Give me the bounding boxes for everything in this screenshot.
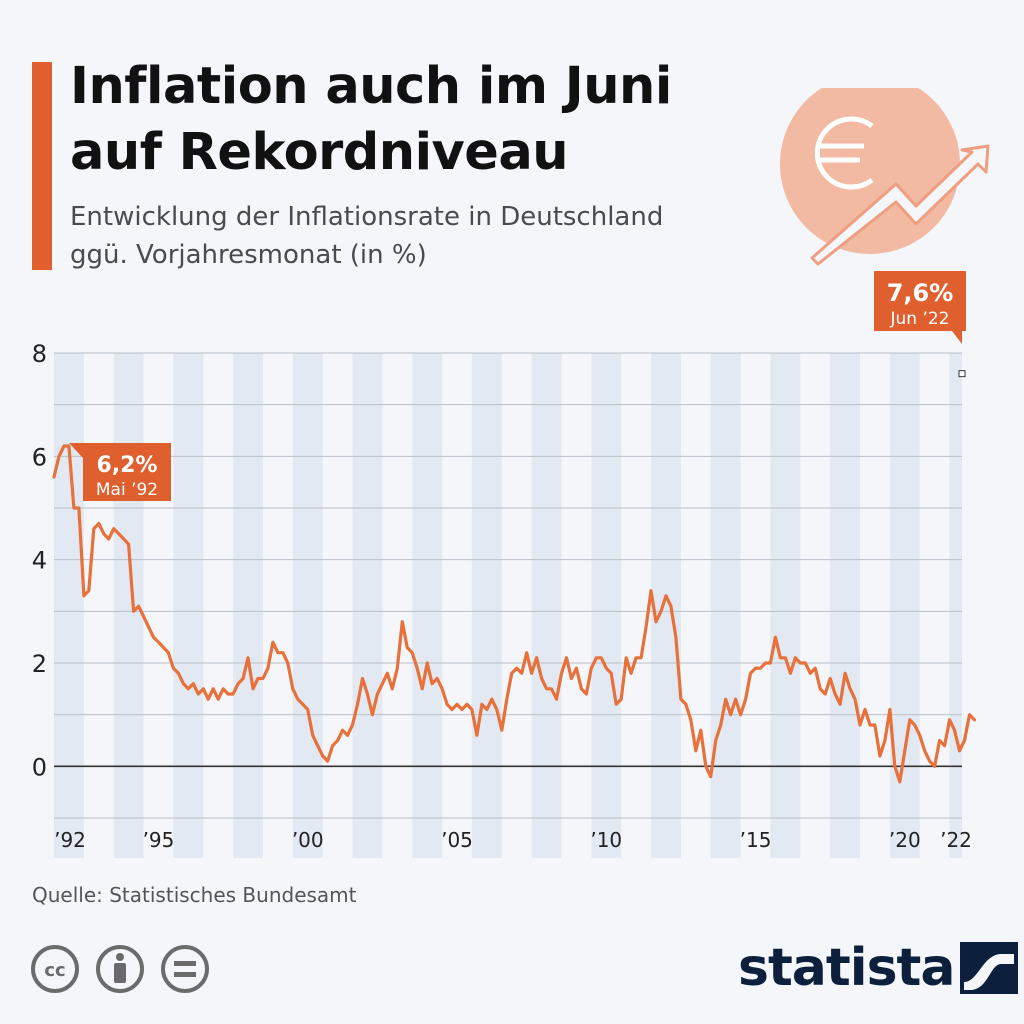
year-band: [352, 353, 383, 858]
year-band: [830, 353, 861, 858]
title-line-2: auf Rekordniveau: [70, 123, 569, 182]
callout-label: Jun ’22: [889, 309, 949, 329]
series-line: [52, 444, 976, 784]
inflation-line: [52, 444, 976, 784]
callout-jun-22: 7,6%Jun ’22: [874, 271, 966, 344]
license-icons: cc: [31, 945, 209, 993]
x-tick-label: ’20: [889, 828, 921, 852]
year-band: [889, 353, 920, 858]
callouts: 6,2%Mai ’92 7,6%Jun ’22: [69, 271, 966, 501]
x-axis: ’92 ’95 ’00 ’05 ’10 ’15 ’20 ’22: [54, 828, 972, 852]
y-tick-label: 4: [32, 547, 47, 575]
y-tick-label: 8: [32, 340, 47, 368]
callout-pointer: [69, 443, 83, 458]
by-attribution-icon[interactable]: [96, 945, 144, 993]
x-tick-label: ’95: [143, 828, 175, 852]
statista-logo[interactable]: statista: [738, 938, 1019, 998]
year-band: [173, 353, 204, 858]
nd-equal-icon[interactable]: [161, 945, 209, 993]
gridlines: [54, 352, 962, 819]
y-axis: 0 2 4 6 8: [32, 340, 47, 781]
source-note: Quelle: Statistisches Bundesamt: [32, 883, 357, 907]
cc-icon[interactable]: cc: [31, 945, 79, 993]
year-band: [949, 353, 962, 858]
x-tick-label: ’92: [54, 828, 86, 852]
callout-box: [874, 271, 966, 331]
euro-arrow-illustration: [780, 88, 990, 266]
euro-icon: [814, 116, 874, 190]
year-band: [710, 353, 741, 858]
x-tick-label: ’22: [940, 828, 972, 852]
y-tick-label: 2: [32, 650, 47, 678]
callout-may-92: 6,2%Mai ’92: [69, 443, 171, 501]
x-tick-label: ’10: [590, 828, 622, 852]
callout-pointer: [952, 331, 962, 344]
year-band: [233, 353, 263, 858]
y-tick-label: 6: [32, 443, 47, 471]
svg-text:cc: cc: [44, 960, 65, 981]
year-band: [531, 353, 562, 858]
chart-title: Inflation auch im Juni auf Rekordniveau: [70, 54, 750, 186]
callout-box: [83, 443, 171, 501]
trend-arrow-icon: [810, 144, 990, 266]
year-bands: [54, 353, 962, 858]
subtitle-line-1: Entwicklung der Inflationsrate in Deutsc…: [70, 202, 664, 232]
callout-value: 7,6%: [887, 279, 954, 307]
callout-label: Mai ’92: [96, 480, 158, 500]
year-band: [54, 353, 84, 858]
statista-mark-icon: [960, 942, 1019, 994]
y-tick-label: 0: [32, 753, 47, 781]
year-band: [471, 353, 502, 858]
x-tick-label: ’00: [292, 828, 324, 852]
last-point-marker: [958, 370, 966, 378]
callout-value: 6,2%: [96, 453, 157, 478]
x-tick-label: ’05: [441, 828, 473, 852]
year-band: [651, 353, 681, 858]
year-band: [292, 353, 323, 858]
year-band: [412, 353, 443, 858]
chart-subtitle: Entwicklung der Inflationsrate in Deutsc…: [70, 198, 790, 274]
title-accent-bar: [32, 62, 52, 270]
x-tick-label: ’15: [740, 828, 772, 852]
year-band: [770, 353, 801, 858]
year-band: [591, 353, 622, 858]
title-line-1: Inflation auch im Juni: [70, 57, 672, 116]
brand-wordmark: statista: [738, 938, 955, 998]
subtitle-line-2: ggü. Vorjahresmonat (in %): [70, 240, 427, 270]
